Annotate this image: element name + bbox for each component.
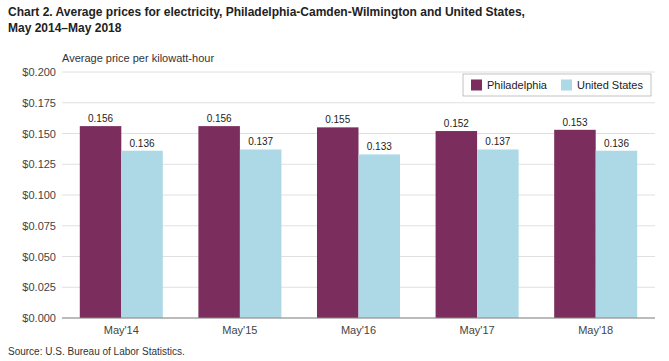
grid-line <box>62 318 655 319</box>
data-label: 0.155 <box>325 114 350 125</box>
data-label: 0.133 <box>367 141 392 152</box>
data-label: 0.152 <box>444 118 469 129</box>
chart: Chart 2. Average prices for electricity,… <box>0 0 669 361</box>
title: Chart 2. Average prices for electricity,… <box>8 5 525 19</box>
y-tick-label: $0.100 <box>22 189 56 201</box>
legend-label: Philadelphia <box>487 79 548 91</box>
bar <box>596 151 638 318</box>
legend-label: United States <box>577 79 644 91</box>
bar <box>317 127 359 318</box>
y-tick-label: $0.175 <box>22 97 56 109</box>
bar <box>240 149 282 318</box>
data-label: 0.153 <box>562 117 587 128</box>
y-axis-label: Average price per kilowatt-hour <box>62 52 214 64</box>
legend-swatch <box>471 80 482 91</box>
data-label: 0.137 <box>248 136 273 147</box>
y-tick-label: $0.125 <box>22 158 56 170</box>
bar <box>80 126 122 318</box>
data-label: 0.156 <box>207 113 232 124</box>
bar <box>477 149 519 318</box>
bar <box>121 151 163 318</box>
bar <box>198 126 240 318</box>
subtitle: May 2014–May 2018 <box>8 21 122 35</box>
legend-swatch <box>561 80 572 91</box>
y-tick-label: $0.000 <box>22 312 56 324</box>
data-label: 0.156 <box>88 113 113 124</box>
bar <box>359 154 401 318</box>
y-tick-label: $0.025 <box>22 281 56 293</box>
y-tick-label: $0.150 <box>22 128 56 140</box>
y-axis: $0.000 $0.025 $0.050 $0.075 $0.100 $0.125 $0.1… <box>22 66 655 324</box>
grid-line <box>62 102 655 103</box>
data-label: 0.137 <box>485 136 510 147</box>
legend-frame <box>463 74 651 96</box>
bar <box>436 131 478 318</box>
y-tick-label: $0.050 <box>22 251 56 263</box>
legend: Philadelphia United States <box>463 74 651 96</box>
x-tick-label: May'14 <box>104 324 139 336</box>
data-label: 0.136 <box>604 138 629 149</box>
y-tick-label: $0.200 <box>22 66 56 78</box>
x-axis: May'14 May'15 May'16 May'17 May'18 <box>62 318 655 336</box>
x-tick-label: May'16 <box>341 324 376 336</box>
x-tick-label: May'18 <box>578 324 613 336</box>
bars <box>80 126 637 318</box>
y-tick-label: $0.075 <box>22 220 56 232</box>
x-tick-label: May'15 <box>222 324 257 336</box>
x-axis-line <box>62 318 655 319</box>
data-labels: 0.156 0.136 0.156 0.137 0.155 0.133 0.152 0.137… <box>88 113 629 152</box>
bar <box>554 130 596 318</box>
grid-line <box>62 72 655 73</box>
x-tick-label: May'17 <box>460 324 495 336</box>
source: Source: U.S. Bureau of Labor Statistics. <box>8 346 185 357</box>
data-label: 0.136 <box>130 138 155 149</box>
